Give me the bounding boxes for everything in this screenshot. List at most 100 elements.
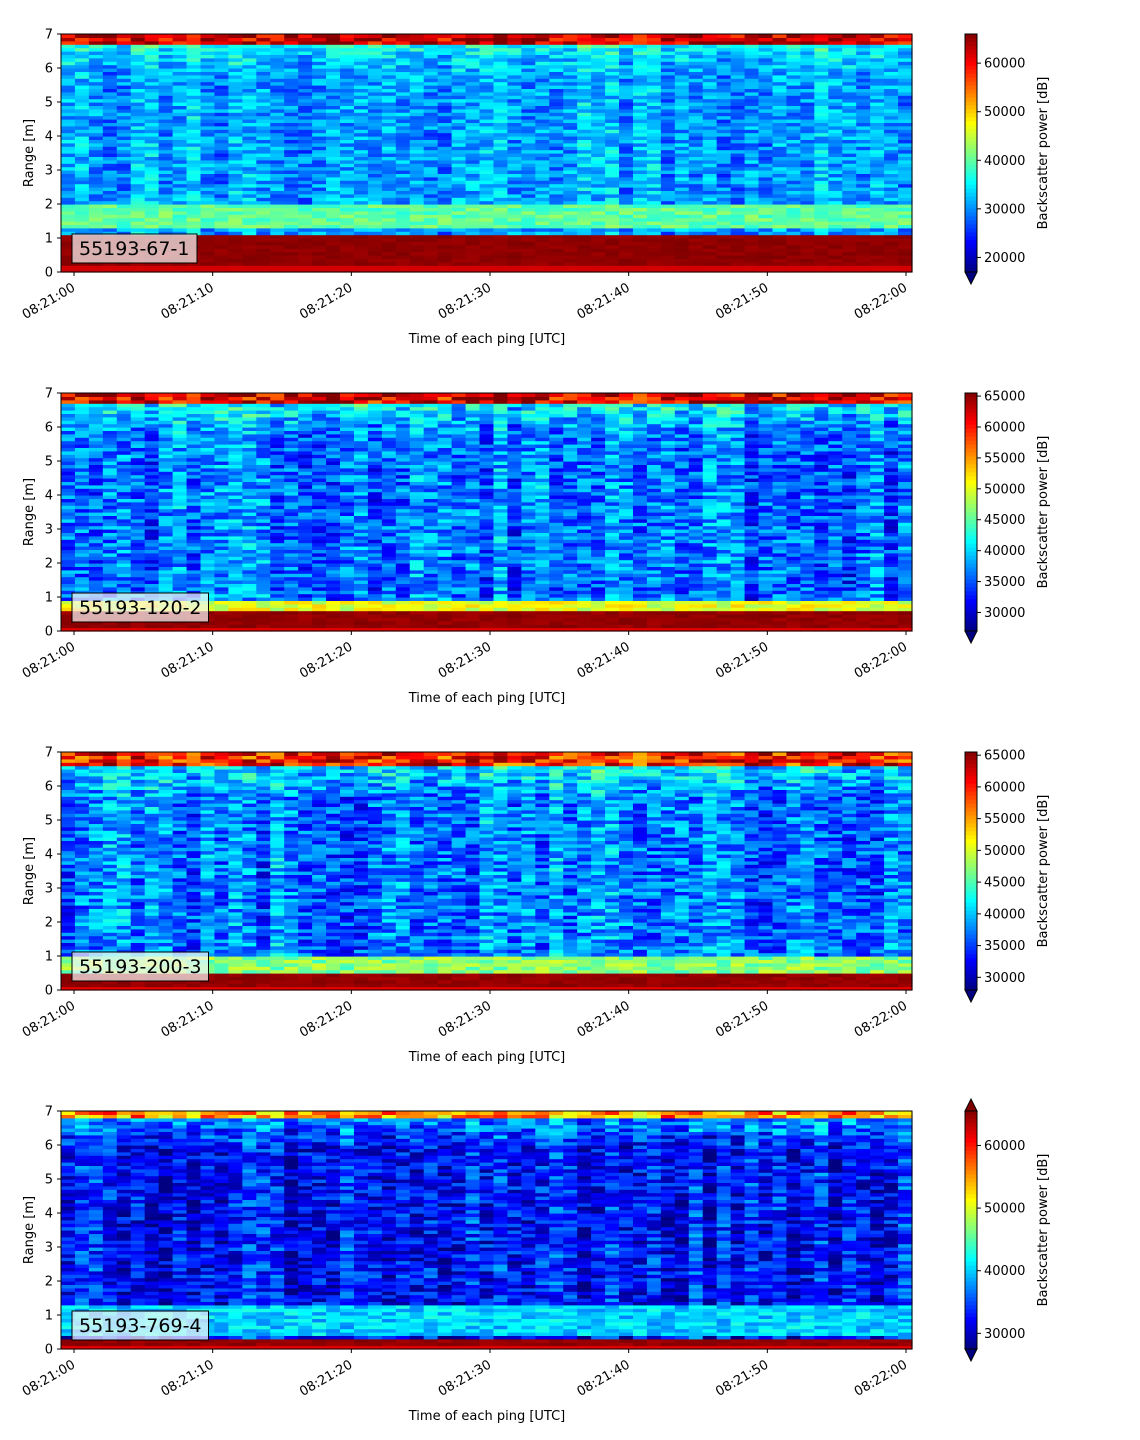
heatmap-cell: [577, 160, 592, 164]
heatmap-cell: [201, 194, 216, 198]
heatmap-cell: [145, 160, 160, 164]
heatmap-cell: [368, 211, 383, 215]
heatmap-cell: [145, 218, 160, 222]
heatmap-cell: [214, 167, 229, 171]
heatmap-cell: [75, 403, 90, 407]
heatmap-cell: [759, 143, 774, 147]
colorbar-segment: [965, 97, 977, 101]
heatmap-cell: [368, 235, 383, 239]
heatmap-cell: [647, 265, 662, 269]
heatmap-cell: [870, 245, 885, 249]
heatmap-cell: [731, 34, 746, 38]
heatmap-cell: [256, 177, 271, 181]
heatmap-cell: [117, 454, 132, 458]
heatmap-cell: [242, 235, 257, 239]
heatmap-cell: [89, 211, 104, 215]
heatmap-cell: [689, 245, 704, 249]
heatmap-cell: [159, 420, 174, 424]
heatmap-cell: [159, 505, 174, 509]
heatmap-cell: [382, 143, 397, 147]
heatmap-cell: [103, 160, 118, 164]
heatmap-cell: [480, 184, 495, 188]
heatmap-cell: [842, 194, 857, 198]
heatmap-cell: [131, 454, 146, 458]
heatmap-cell: [661, 160, 676, 164]
heatmap-cell: [633, 150, 648, 154]
colorbar-segment: [965, 228, 977, 232]
colorbar-segment: [965, 145, 977, 149]
heatmap-cell: [340, 150, 355, 154]
heatmap-cell: [145, 201, 160, 205]
heatmap-cell: [521, 265, 536, 269]
heatmap-cell: [898, 201, 913, 205]
heatmap-cell: [800, 177, 815, 181]
heatmap-cell: [284, 201, 299, 205]
heatmap-cell: [438, 201, 453, 205]
heatmap-cell: [75, 393, 90, 397]
heatmap-cell: [284, 218, 299, 222]
heatmap-cell: [772, 177, 787, 181]
heatmap-cell: [228, 133, 243, 137]
heatmap-cell: [759, 245, 774, 249]
heatmap-cell: [759, 160, 774, 164]
heatmap-cell: [521, 228, 536, 232]
heatmap-cell: [549, 167, 564, 171]
heatmap-cell: [410, 211, 425, 215]
colorbar-segment: [965, 90, 977, 94]
heatmap-cell: [284, 228, 299, 232]
heatmap-cell: [828, 160, 843, 164]
heatmap-cell: [382, 34, 397, 38]
heatmap-cell: [647, 211, 662, 215]
heatmap-cell: [382, 235, 397, 239]
heatmap-cell: [633, 34, 648, 38]
heatmap-cell: [159, 34, 174, 38]
heatmap-cell: [438, 235, 453, 239]
heatmap-cell: [759, 211, 774, 215]
heatmap-cell: [898, 194, 913, 198]
heatmap-cell: [647, 252, 662, 256]
heatmap-cell: [731, 143, 746, 147]
heatmap-cell: [452, 34, 467, 38]
heatmap-cell: [884, 228, 899, 232]
colorbar-segment: [965, 264, 977, 268]
heatmap-cell: [382, 245, 397, 249]
heatmap-cell: [605, 150, 620, 154]
heatmap-cell: [549, 34, 564, 38]
heatmap-cell: [619, 235, 634, 239]
heatmap-cell: [507, 201, 522, 205]
heatmap-cell: [396, 265, 411, 269]
heatmap-cell: [312, 201, 327, 205]
heatmap-cell: [284, 160, 299, 164]
heatmap-cell: [201, 150, 216, 154]
heatmap-cell: [591, 228, 606, 232]
heatmap-cell: [521, 34, 536, 38]
heatmap-cell: [159, 194, 174, 198]
heatmap-cell: [759, 184, 774, 188]
heatmap-cell: [159, 184, 174, 188]
heatmap-cell: [131, 420, 146, 424]
heatmap-cell: [173, 505, 188, 509]
heatmap-cell: [410, 245, 425, 249]
colorbar-segment: [965, 121, 977, 125]
heatmap-cell: [131, 471, 146, 475]
heatmap-cell: [284, 245, 299, 249]
heatmap-cell: [61, 505, 76, 509]
heatmap-cell: [591, 252, 606, 256]
heatmap-cell: [452, 235, 467, 239]
x-tick-label: 08:21:20: [297, 280, 355, 322]
heatmap-cell: [591, 201, 606, 205]
heatmap-cell: [619, 177, 634, 181]
heatmap-cell: [535, 265, 550, 269]
heatmap-cell: [131, 34, 146, 38]
heatmap-cell: [563, 34, 578, 38]
heatmap-cell: [270, 194, 285, 198]
colorbar-segment: [965, 42, 977, 46]
heatmap-cell: [340, 133, 355, 137]
heatmap-cell: [326, 133, 341, 137]
heatmap-cell: [549, 235, 564, 239]
heatmap-cell: [438, 160, 453, 164]
heatmap-cell: [772, 133, 787, 137]
x-tick-label: 08:21:40: [575, 280, 633, 322]
heatmap-cell: [75, 34, 90, 38]
heatmap-cell: [117, 184, 132, 188]
